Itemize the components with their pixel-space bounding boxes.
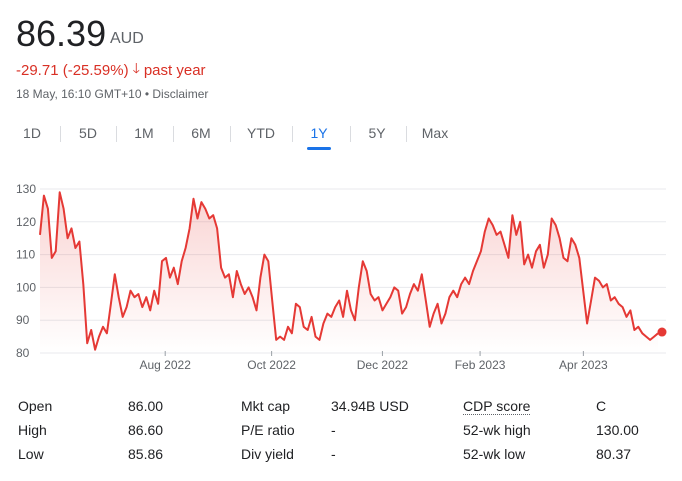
tab-divider [116, 126, 117, 142]
stat-label-52wk-low: 52-wk low [463, 446, 526, 462]
stat-value-52wk-high: 130.00 [596, 422, 639, 438]
price-line [39, 191, 659, 351]
stat-value-div-yield: - [331, 446, 336, 462]
currency-label: AUD [110, 30, 144, 47]
x-tick-label: Oct 2022 [247, 358, 296, 372]
stat-value-mkt-cap: 34.94B USD [331, 398, 409, 414]
price-chart[interactable]: 130 120 110 100 90 80 Aug 2022 Oct 2022 Dec 202… [0, 172, 682, 377]
stat-label-div-yield: Div yield [241, 446, 294, 462]
stat-value-high: 86.60 [128, 422, 164, 438]
tab-1y[interactable]: 1Y [303, 118, 335, 150]
stat-value-cdp-score: C [596, 398, 607, 414]
tab-divider [406, 126, 407, 142]
y-tick-label: 90 [16, 313, 30, 327]
y-tick-label: 120 [16, 215, 36, 229]
tab-5y[interactable]: 5Y [368, 125, 386, 141]
y-axis-labels: 130 120 110 100 90 80 [16, 182, 36, 360]
price-change: -29.71 (-25.59%) 🡓 past year [16, 58, 206, 82]
stat-label-open: Open [18, 398, 53, 414]
tab-max[interactable]: Max [421, 125, 449, 141]
tab-divider [350, 126, 351, 142]
stat-value-52wk-low: 80.37 [596, 446, 632, 462]
tab-6m[interactable]: 6M [191, 125, 211, 141]
stat-value-pe-ratio: - [331, 422, 336, 438]
range-tabs: 1D 5D 1M 6M YTD 1Y 5Y Max [0, 118, 470, 150]
change-value: -29.71 (-25.59%) [16, 61, 129, 79]
tab-1m[interactable]: 1M [134, 125, 154, 141]
tab-1d[interactable]: 1D [23, 125, 41, 141]
stat-label-low: Low [18, 446, 44, 462]
x-tick-label: Apr 2023 [559, 358, 608, 372]
y-tick-label: 130 [16, 182, 36, 196]
stat-value-low: 85.86 [128, 446, 164, 462]
price-area-fill [40, 192, 658, 353]
last-price-dot [657, 327, 667, 337]
y-tick-label: 80 [16, 346, 30, 360]
tab-divider [292, 126, 293, 142]
stat-label-mkt-cap: Mkt cap [241, 398, 291, 414]
x-tick-label: Aug 2022 [140, 358, 192, 372]
stat-label-high: High [18, 422, 47, 438]
tab-ytd[interactable]: YTD [247, 125, 275, 141]
y-tick-label: 110 [16, 248, 35, 262]
stat-label-52wk-high: 52-wk high [463, 422, 531, 438]
stat-label-cdp-score[interactable]: CDP score [463, 395, 531, 417]
x-axis-labels: Aug 2022 Oct 2022 Dec 2022 Feb 2023 Apr 2023 [140, 351, 608, 372]
stat-value-open: 86.00 [128, 398, 164, 414]
cdp-score-link[interactable]: CDP score [463, 398, 531, 415]
tab-divider [230, 126, 231, 142]
x-tick-label: Dec 2022 [357, 358, 409, 372]
timestamp-disclaimer[interactable]: 18 May, 16:10 GMT+10 • Disclaimer [16, 87, 209, 101]
tab-divider [173, 126, 174, 142]
y-tick-label: 100 [16, 280, 36, 294]
tab-5d[interactable]: 5D [79, 125, 97, 141]
x-tick-label: Feb 2023 [455, 358, 506, 372]
down-arrow-icon: 🡓 [132, 60, 140, 76]
stock-price: 86.39 [16, 13, 107, 54]
stat-label-pe-ratio: P/E ratio [241, 422, 295, 438]
tab-divider [60, 126, 61, 142]
change-period: past year [143, 61, 206, 79]
